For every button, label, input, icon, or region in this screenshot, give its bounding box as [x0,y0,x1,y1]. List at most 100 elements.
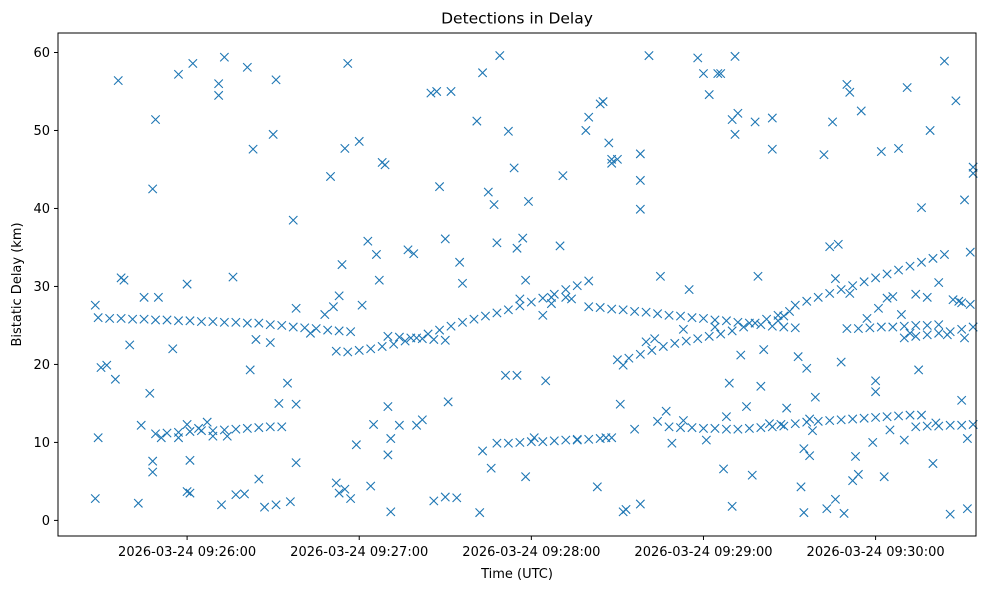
data-point [635,349,645,359]
y-axis: 0 10 20 30 40 50 60 [33,46,58,529]
x-axis-label: Time (UTC) [480,567,553,582]
data-point [119,275,129,285]
data-point [736,350,746,360]
data-point [727,326,737,336]
data-point [202,417,212,427]
data-point [888,291,898,302]
data-point [655,271,666,281]
data-point [710,322,720,332]
data-point [733,108,743,118]
data-point [566,294,577,304]
data-point [721,412,732,422]
data-point [325,171,336,182]
data-point [635,499,645,509]
data-point [394,420,404,430]
data-point [475,508,485,518]
data-point [865,323,875,333]
data-point [730,129,740,139]
data-point [265,320,275,330]
plot-frame [57,32,977,537]
data-point [480,311,491,321]
data-point [675,423,686,433]
data-point [618,305,628,315]
data-point [541,376,551,386]
data-point [331,346,341,356]
data-point [825,242,835,252]
data-point [882,412,892,422]
data-point [268,129,278,139]
x-tick-label: 2026-03-24 09:28:00 [462,545,600,560]
data-point [782,403,792,413]
data-point [311,323,321,334]
data-point [888,322,898,332]
data-point [457,278,468,288]
data-point [701,435,711,445]
data-point [911,320,921,331]
data-point [799,444,809,454]
data-point [291,399,301,409]
y-tick-label: 60 [33,46,50,61]
data-point [922,320,932,331]
data-point [219,425,229,435]
data-point [630,306,640,316]
data-point [383,401,393,412]
data-point [962,504,972,514]
data-point [185,455,195,465]
data-point [546,299,557,309]
data-point [572,281,582,291]
data-point [764,419,775,429]
data-point [652,416,663,426]
data-point [188,58,198,69]
data-point [340,143,350,154]
chart-title: Detections in Delay [441,10,593,28]
data-point [426,88,436,98]
data-point [848,414,858,424]
data-point [561,292,571,302]
data-point [515,294,525,304]
data-point [558,171,568,181]
data-point [374,275,384,285]
data-point [899,333,909,343]
data-point [343,347,353,357]
data-point [664,422,674,432]
data-point [693,53,703,63]
data-point [650,334,660,344]
data-point [90,300,100,310]
data-point [635,149,645,159]
data-point [733,317,743,327]
data-point [452,493,462,503]
data-point [761,314,772,324]
data-point [871,412,881,423]
data-point [635,175,645,185]
data-point [698,68,709,79]
data-point [584,112,594,122]
data-point [291,303,301,313]
data-point [836,415,846,425]
data-point [899,435,909,445]
y-axis-label: Bistatic Delay (km) [10,222,25,346]
data-point [254,474,264,484]
data-point [265,338,275,348]
data-point [139,314,149,324]
data-point [222,431,232,441]
data-point [916,203,927,213]
data-point [446,321,456,331]
data-point [219,317,229,327]
data-point [96,362,106,373]
data-point [905,410,915,420]
data-point [718,464,729,474]
data-point [288,215,298,225]
data-point [833,239,843,249]
data-point [429,334,439,345]
data-point [440,492,450,502]
data-point [148,184,158,194]
data-point [512,243,522,253]
data-point [779,421,789,431]
data-point [856,106,866,116]
data-point [779,311,789,321]
data-point [434,325,445,335]
x-tick-label: 2026-03-24 09:26:00 [118,545,256,560]
data-point [193,423,204,433]
data-point [658,341,668,352]
